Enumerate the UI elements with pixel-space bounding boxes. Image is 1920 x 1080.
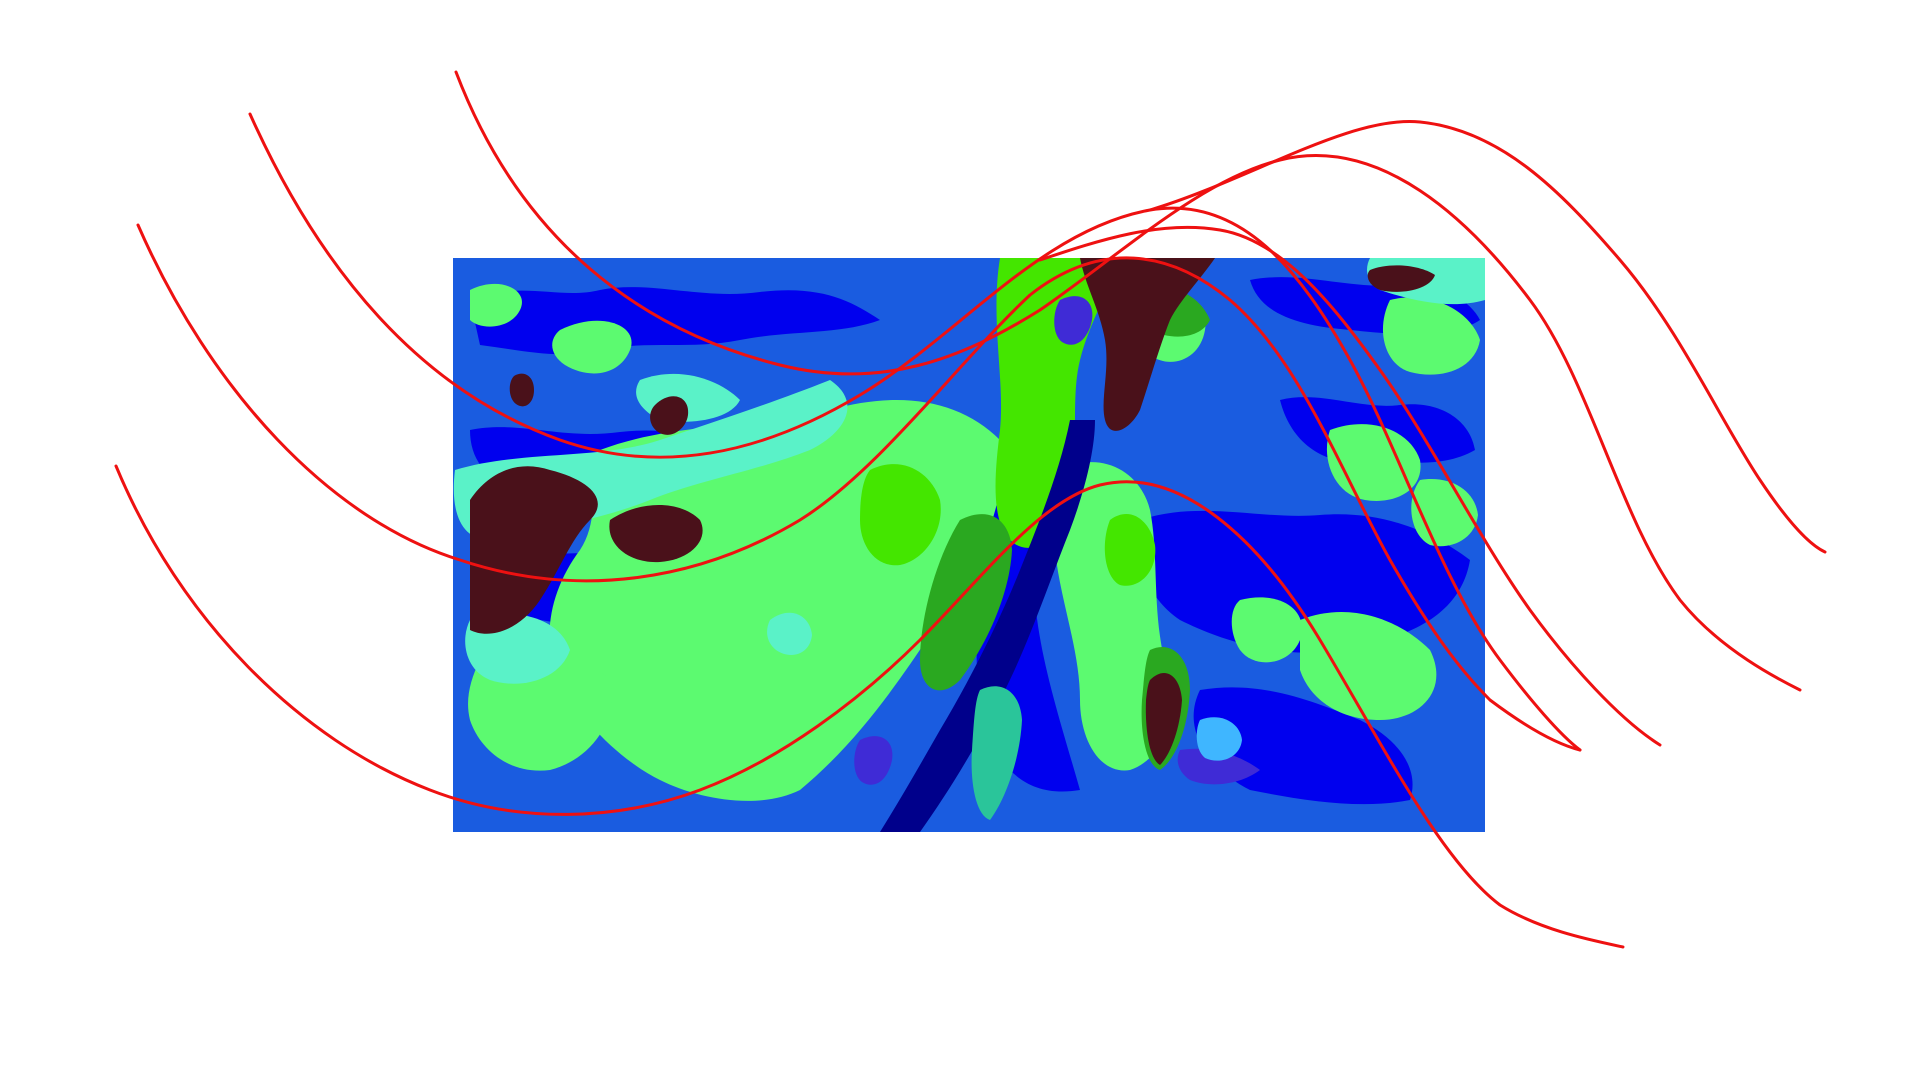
heatmap-panel [453,258,1485,832]
red-curve-1 [454,70,1802,692]
red-curve-4 [114,464,1625,949]
red-curve-5 [1148,119,1827,554]
lime-regions [860,258,1156,586]
red-curve-6 [1038,225,1662,747]
sky-region [1196,717,1242,761]
red-curve-3 [136,223,1582,752]
maroon-regions [470,258,1435,765]
teal-region [971,686,1022,820]
red-curve-2 [248,112,1582,752]
red-curves [114,70,1827,949]
navy-band [880,420,1095,832]
violet-regions [854,296,1260,785]
